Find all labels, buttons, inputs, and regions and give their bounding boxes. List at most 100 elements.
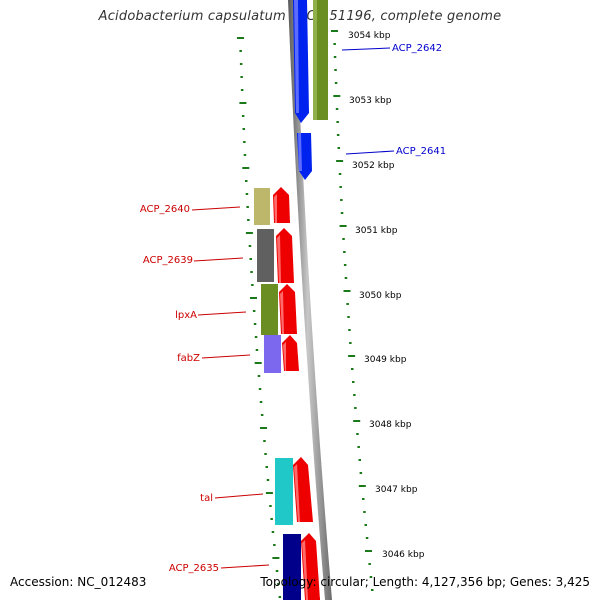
minor-tick: [246, 206, 249, 208]
minor-tick: [240, 76, 243, 78]
accession-info: Accession: NC_012483: [10, 575, 147, 589]
minor-tick: [265, 466, 268, 468]
scale-label: 3054 kbp: [348, 31, 391, 41]
gene-label-fabz[interactable]: fabZ: [177, 353, 200, 364]
major-tick: [239, 102, 247, 104]
minor-tick: [334, 69, 337, 71]
minor-tick: [249, 258, 252, 260]
major-tick: [336, 160, 344, 162]
major-tick: [245, 232, 253, 234]
minor-tick: [346, 303, 349, 305]
cog-box-acp-2635[interactable]: [283, 534, 301, 600]
minor-tick: [338, 173, 342, 175]
cds-arrow-highlight: [298, 133, 302, 171]
cog-box-acp-2640[interactable]: [254, 188, 270, 225]
major-tick: [353, 420, 361, 422]
minor-tick: [337, 147, 340, 149]
leader-lines: [191, 47, 395, 569]
inner-scale-ticks: [237, 37, 282, 598]
scale-label: 3051 kbp: [355, 226, 398, 236]
major-tick: [339, 225, 347, 227]
minor-tick: [364, 524, 367, 526]
minor-tick: [255, 349, 259, 351]
scale-labels: 3054 kbp 3053 kbp 3052 kbp 3051 kbp 3050…: [348, 31, 425, 560]
minor-tick: [239, 63, 243, 65]
cog-box-fabz[interactable]: [264, 335, 281, 373]
major-tick: [365, 550, 372, 552]
minor-tick: [362, 498, 365, 500]
minor-tick: [254, 336, 258, 338]
cds-arrow-fabz[interactable]: [282, 335, 299, 371]
scale-label: 3053 kbp: [349, 96, 392, 106]
minor-tick: [247, 219, 250, 221]
minor-tick: [273, 544, 276, 546]
gene-label-lpxa[interactable]: lpxA: [175, 310, 197, 321]
minor-tick: [357, 446, 360, 448]
minor-tick: [266, 479, 270, 481]
minor-tick: [363, 511, 366, 513]
cog-box-acp-2639[interactable]: [257, 229, 274, 282]
minor-tick: [271, 531, 275, 533]
minor-tick: [368, 563, 371, 565]
cog-box-tal[interactable]: [275, 458, 293, 525]
major-tick: [260, 427, 267, 429]
minor-tick: [339, 186, 342, 188]
major-tick: [242, 167, 250, 169]
minor-tick: [343, 251, 346, 253]
major-tick: [333, 95, 341, 97]
minor-tick: [263, 440, 266, 442]
minor-tick: [334, 82, 338, 84]
minor-tick: [258, 388, 262, 390]
minor-tick: [333, 43, 336, 45]
minor-tick: [259, 401, 263, 403]
minor-tick: [347, 316, 350, 318]
minor-tick: [277, 583, 280, 585]
major-tick: [250, 297, 257, 299]
arrow-highlights: [274, 194, 308, 600]
gene-label-acp-2635[interactable]: ACP_2635: [169, 563, 219, 574]
gene-label-acp-2642[interactable]: ACP_2642: [392, 43, 442, 54]
minor-tick: [264, 453, 267, 455]
cds-arrow-acp-2640[interactable]: [273, 187, 290, 223]
topology-info: Topology: circular; Length: 4,127,356 bp…: [260, 575, 590, 589]
minor-tick: [270, 518, 273, 520]
cds-arrow-highlight: [294, 0, 299, 113]
cds-arrow-partial[interactable]: [308, 594, 320, 600]
minor-tick: [371, 589, 374, 591]
minor-tick: [365, 537, 369, 539]
major-tick: [272, 557, 280, 559]
minor-tick: [340, 199, 343, 201]
minor-tick: [251, 284, 254, 286]
minor-tick: [336, 134, 340, 136]
cog-bar-highlight: [313, 0, 317, 120]
minor-tick: [353, 394, 356, 396]
minor-tick: [356, 433, 359, 435]
major-tick: [358, 485, 366, 487]
gene-label-acp-2639[interactable]: ACP_2639: [143, 255, 193, 266]
major-tick: [343, 290, 351, 292]
minor-tick: [248, 245, 252, 247]
minor-tick: [275, 570, 279, 572]
scale-label: 3049 kbp: [364, 355, 407, 365]
gene-label-tal[interactable]: tal: [200, 493, 213, 504]
minor-tick: [245, 180, 248, 182]
scale-label: 3052 kbp: [352, 161, 395, 171]
minor-tick: [349, 342, 352, 344]
minor-tick: [343, 264, 347, 266]
minor-tick: [348, 329, 351, 331]
minor-tick: [269, 505, 272, 507]
minor-tick: [239, 50, 242, 52]
minor-tick: [358, 459, 361, 461]
gene-label-acp-2640[interactable]: ACP_2640: [140, 204, 190, 215]
minor-tick: [359, 472, 363, 474]
minor-tick: [240, 89, 244, 91]
major-tick: [265, 492, 273, 494]
minor-tick: [253, 323, 257, 325]
cog-box-lpxa[interactable]: [261, 284, 278, 335]
outer-scale-ticks: [331, 30, 374, 591]
major-tick: [237, 37, 244, 39]
minor-tick: [354, 407, 357, 409]
gene-label-acp-2641[interactable]: ACP_2641: [396, 146, 446, 157]
major-tick: [348, 355, 356, 357]
